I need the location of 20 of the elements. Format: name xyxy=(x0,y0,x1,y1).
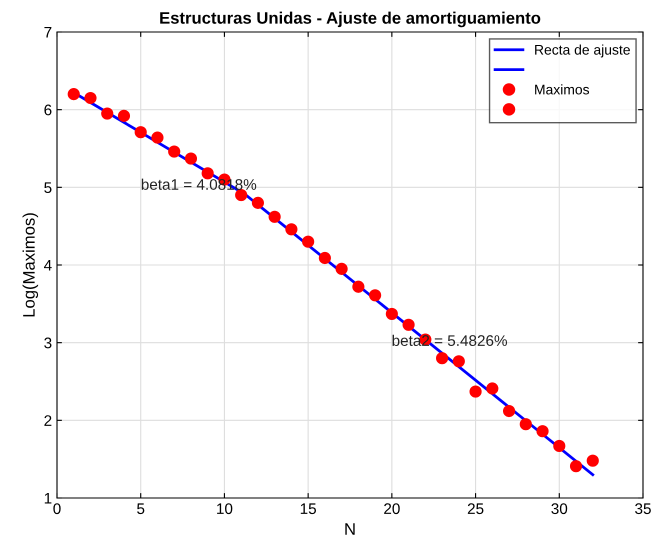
y-tick-label: 6 xyxy=(44,104,52,116)
x-tick-label: 30 xyxy=(551,503,568,514)
x-axis-title: N xyxy=(345,523,355,535)
legend-label: Recta de ajuste xyxy=(535,44,630,58)
y-tick-label: 5 xyxy=(44,182,52,194)
y-tick-label: 1 xyxy=(44,493,52,504)
x-tick-label: 35 xyxy=(635,503,651,514)
y-tick-label: 2 xyxy=(44,415,52,426)
y-tick-label: 4 xyxy=(44,260,52,271)
y-axis-title: Log(Maximos) xyxy=(22,213,38,316)
x-tick-label: 0 xyxy=(53,503,61,514)
y-tick-label: 3 xyxy=(44,338,52,348)
chart-title: Estructuras Unidas - Ajuste de amortiguamiento xyxy=(160,12,540,28)
x-tick-label: 25 xyxy=(468,503,484,514)
legend-label: Maximos xyxy=(535,84,590,94)
y-tick-label: 7 xyxy=(44,27,52,38)
x-tick-label: 15 xyxy=(300,503,316,514)
x-tick-label: 10 xyxy=(217,503,232,514)
x-tick-label: 20 xyxy=(384,503,400,514)
x-tick-label: 5 xyxy=(137,503,144,514)
